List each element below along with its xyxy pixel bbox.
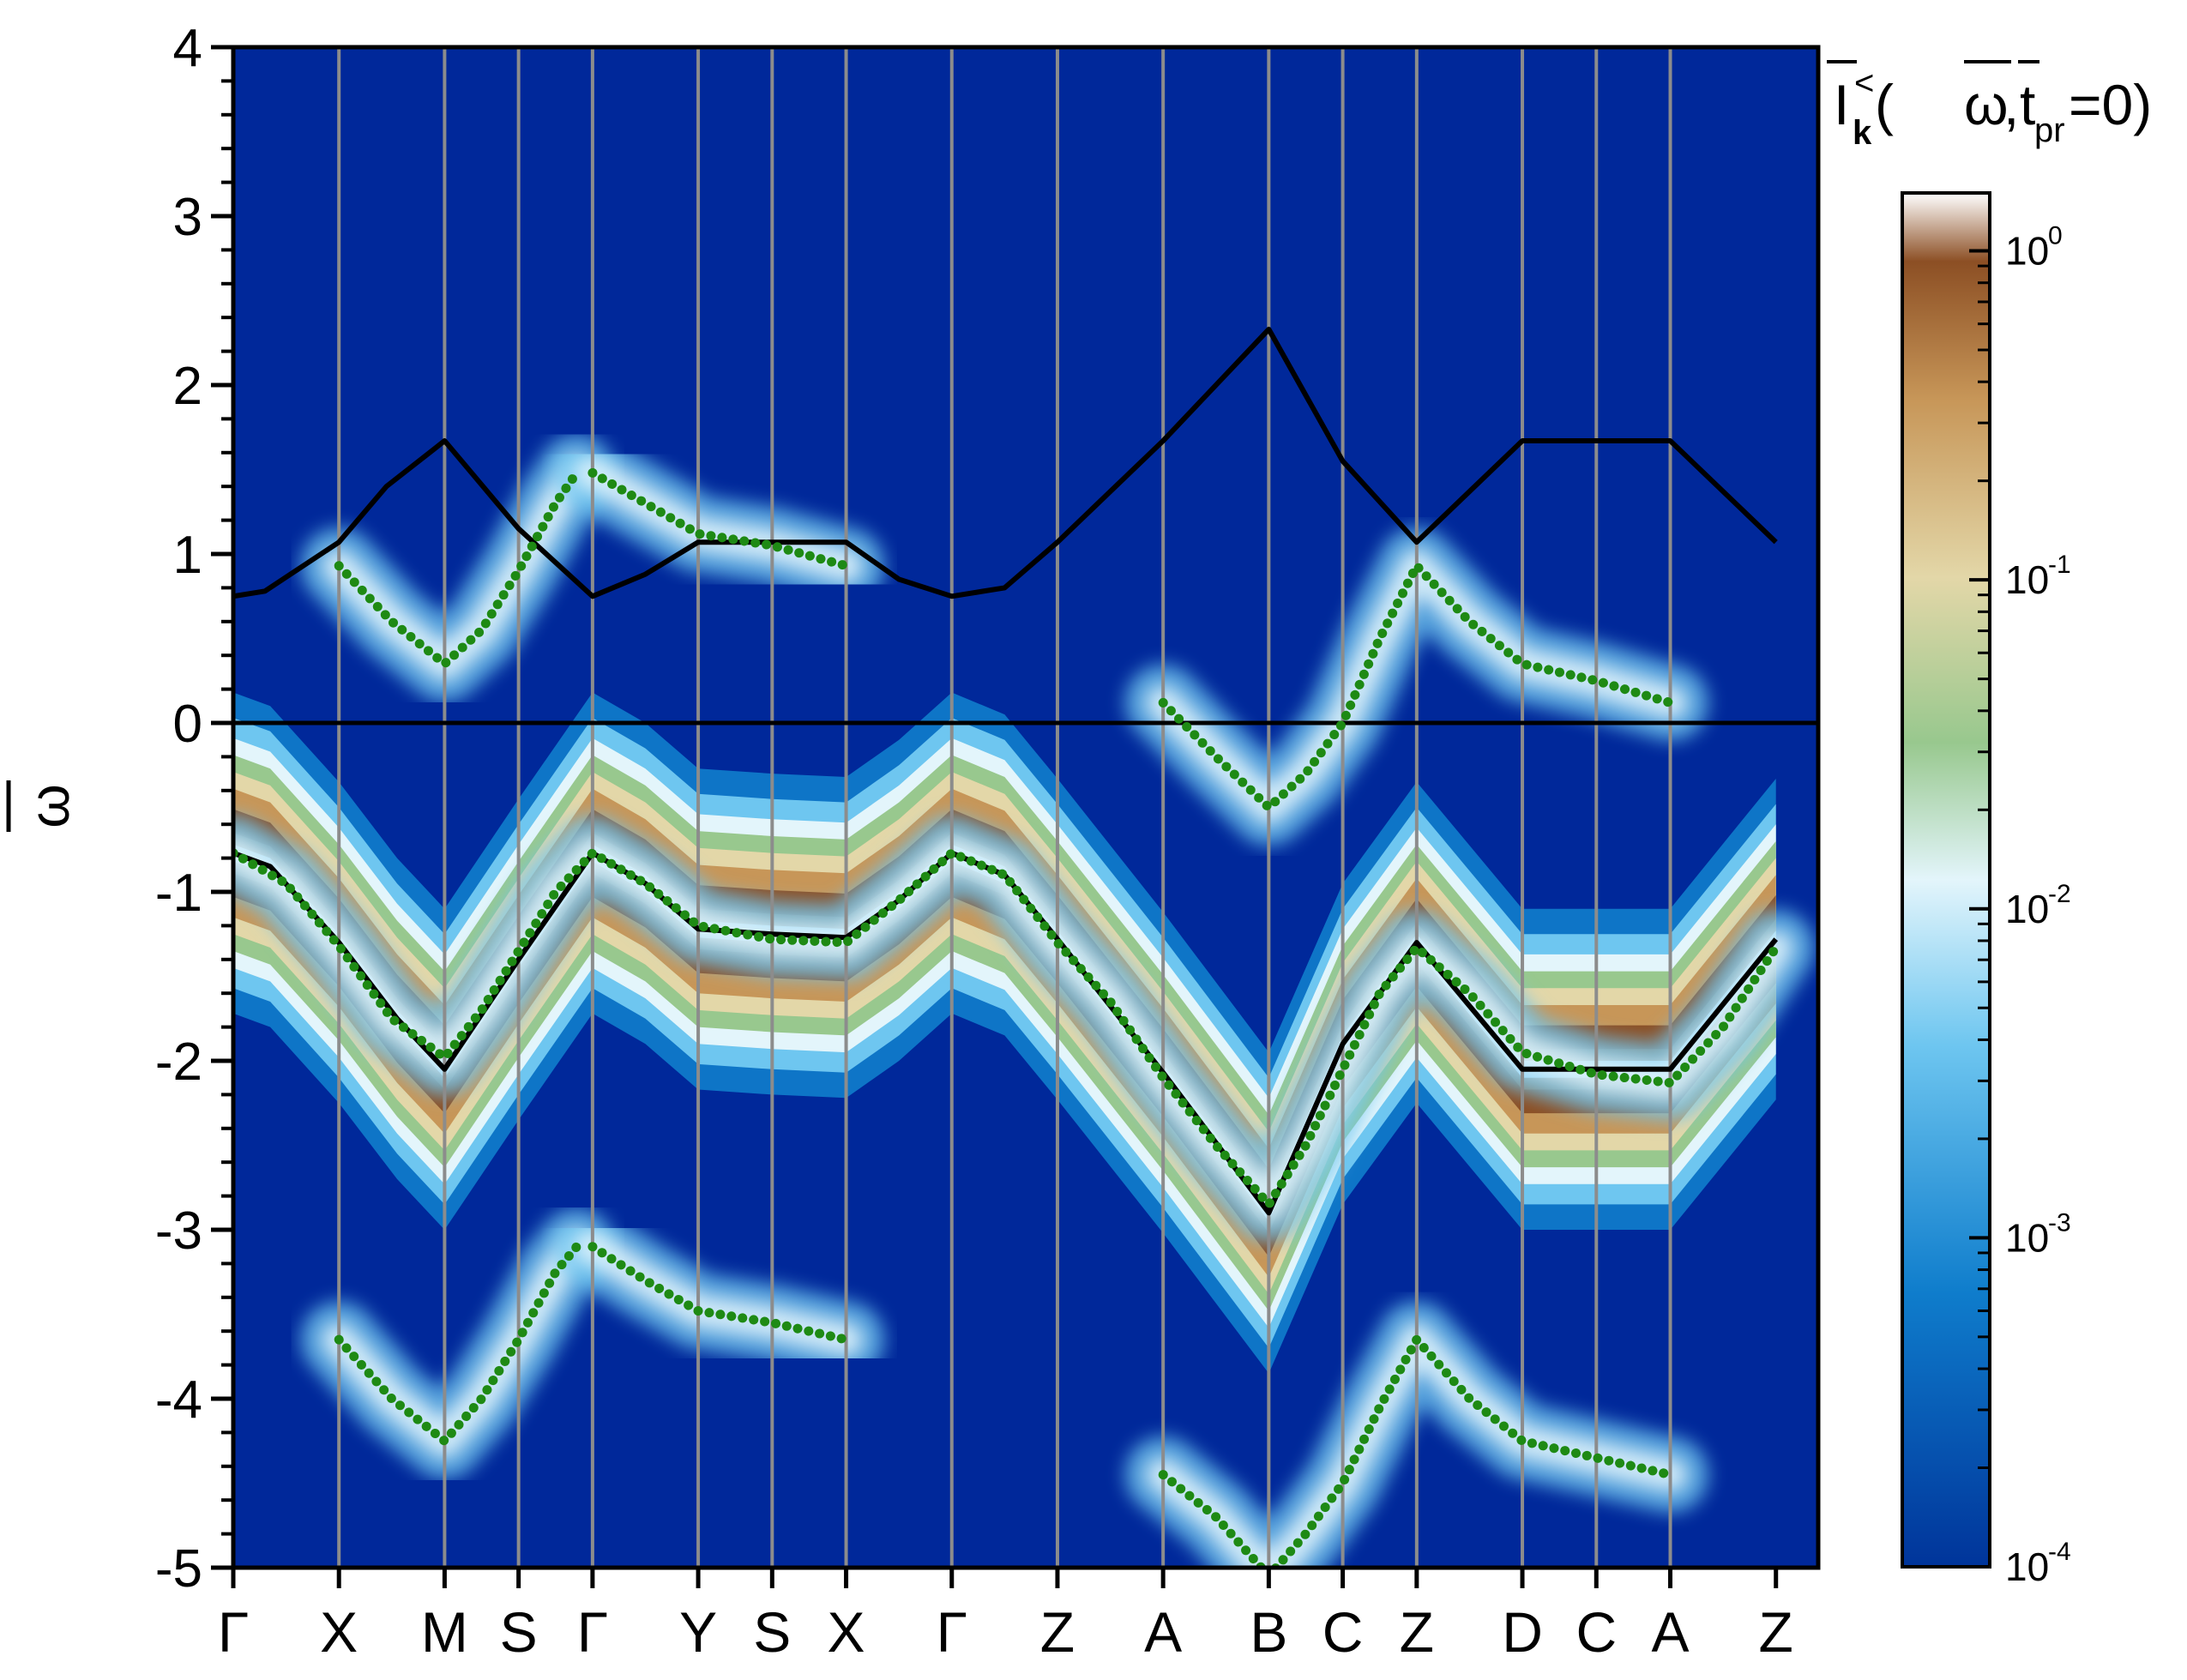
series-dots-7 — [587, 1242, 852, 1345]
y-tick-label: 1 — [173, 526, 202, 585]
colorbar-title: I < k ( ω , t pr =0) — [1827, 60, 2152, 152]
series-dots-8 — [1158, 1334, 1675, 1568]
series-dots-6 — [334, 1242, 581, 1446]
title-t-sub: pr — [2034, 111, 2065, 149]
y-tick-label: 4 — [173, 19, 202, 78]
y-tick-label: -3 — [155, 1201, 202, 1261]
colorbar-tick-exponent: -2 — [2048, 880, 2071, 908]
y-label-text: ω — [17, 784, 81, 828]
k-label: Γ — [218, 1600, 249, 1664]
k-label: Z — [1040, 1600, 1075, 1664]
colorbar-tick-base: 10 — [2005, 557, 2049, 602]
title-sep: , — [2003, 73, 2019, 136]
series-dots-5 — [1158, 561, 1675, 812]
series-dots-3 — [334, 467, 581, 669]
y-tick-label: -5 — [155, 1539, 202, 1599]
y-axis-label: ω — [6, 780, 81, 832]
k-label: S — [500, 1600, 538, 1664]
k-label: Γ — [577, 1600, 608, 1664]
title-omega: ω — [1964, 73, 2009, 136]
colorbar-tick-base: 10 — [2005, 229, 2049, 274]
series-line-1 — [233, 327, 1778, 599]
colorbar-tick-exponent: 0 — [2048, 222, 2063, 250]
plot-frame — [231, 45, 1821, 1570]
y-tick-label: 2 — [173, 357, 202, 416]
k-label: Γ — [937, 1600, 967, 1664]
title-base: I — [1834, 73, 1849, 136]
k-label: A — [1144, 1600, 1182, 1664]
colorbar-tick-base: 10 — [2005, 1215, 2049, 1260]
y-tick-label: -2 — [155, 1033, 202, 1092]
k-label: X — [320, 1600, 358, 1664]
series-dots-4 — [587, 467, 852, 571]
k-label: B — [1250, 1600, 1287, 1664]
colorbar-tick-exponent: -1 — [2048, 551, 2071, 579]
k-label: M — [421, 1600, 468, 1664]
k-label: X — [828, 1600, 865, 1664]
k-label: C — [1575, 1600, 1617, 1664]
k-label: C — [1322, 1600, 1364, 1664]
y-tick-label: -1 — [155, 864, 202, 923]
title-open: ( — [1875, 73, 1894, 136]
colorbar-tick-exponent: -3 — [2048, 1208, 2071, 1237]
colorbar-gradient — [1901, 191, 1991, 1569]
colorbar-tick-base: 10 — [2005, 1545, 2049, 1589]
y-tick-label: -4 — [155, 1370, 202, 1430]
title-sup: < — [1854, 64, 1874, 102]
title-tail: =0) — [2069, 73, 2152, 136]
k-label: D — [1502, 1600, 1543, 1664]
k-label: Z — [1400, 1600, 1434, 1664]
k-point-grid — [337, 47, 1672, 1568]
colorbar-tick-exponent: -4 — [2048, 1538, 2071, 1566]
y-tick-label: 3 — [173, 188, 202, 247]
y-axis: -5 -4 -3 -2 -1 0 1 2 3 4 — [155, 19, 233, 1599]
k-label: Y — [679, 1600, 717, 1664]
band-series — [233, 327, 1781, 1568]
colorbar-tick-base: 10 — [2005, 887, 2049, 931]
k-label: S — [753, 1600, 791, 1664]
title-sub: k — [1853, 114, 1872, 152]
y-tick-label: 0 — [173, 695, 202, 754]
k-label: A — [1652, 1600, 1690, 1664]
k-label: Z — [1759, 1600, 1793, 1664]
series-dots-2 — [233, 848, 1781, 1209]
title-t: t — [2020, 73, 2035, 136]
